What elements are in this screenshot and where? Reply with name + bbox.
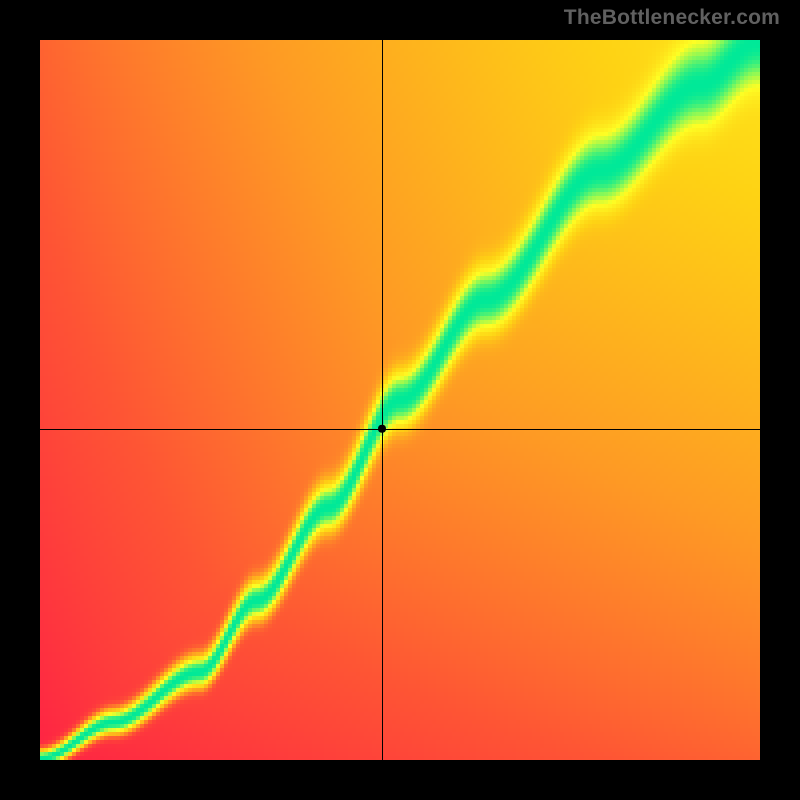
watermark-text: TheBottlenecker.com — [564, 6, 780, 30]
crosshair-overlay-canvas — [40, 40, 760, 760]
chart-stage: TheBottlenecker.com — [0, 0, 800, 800]
